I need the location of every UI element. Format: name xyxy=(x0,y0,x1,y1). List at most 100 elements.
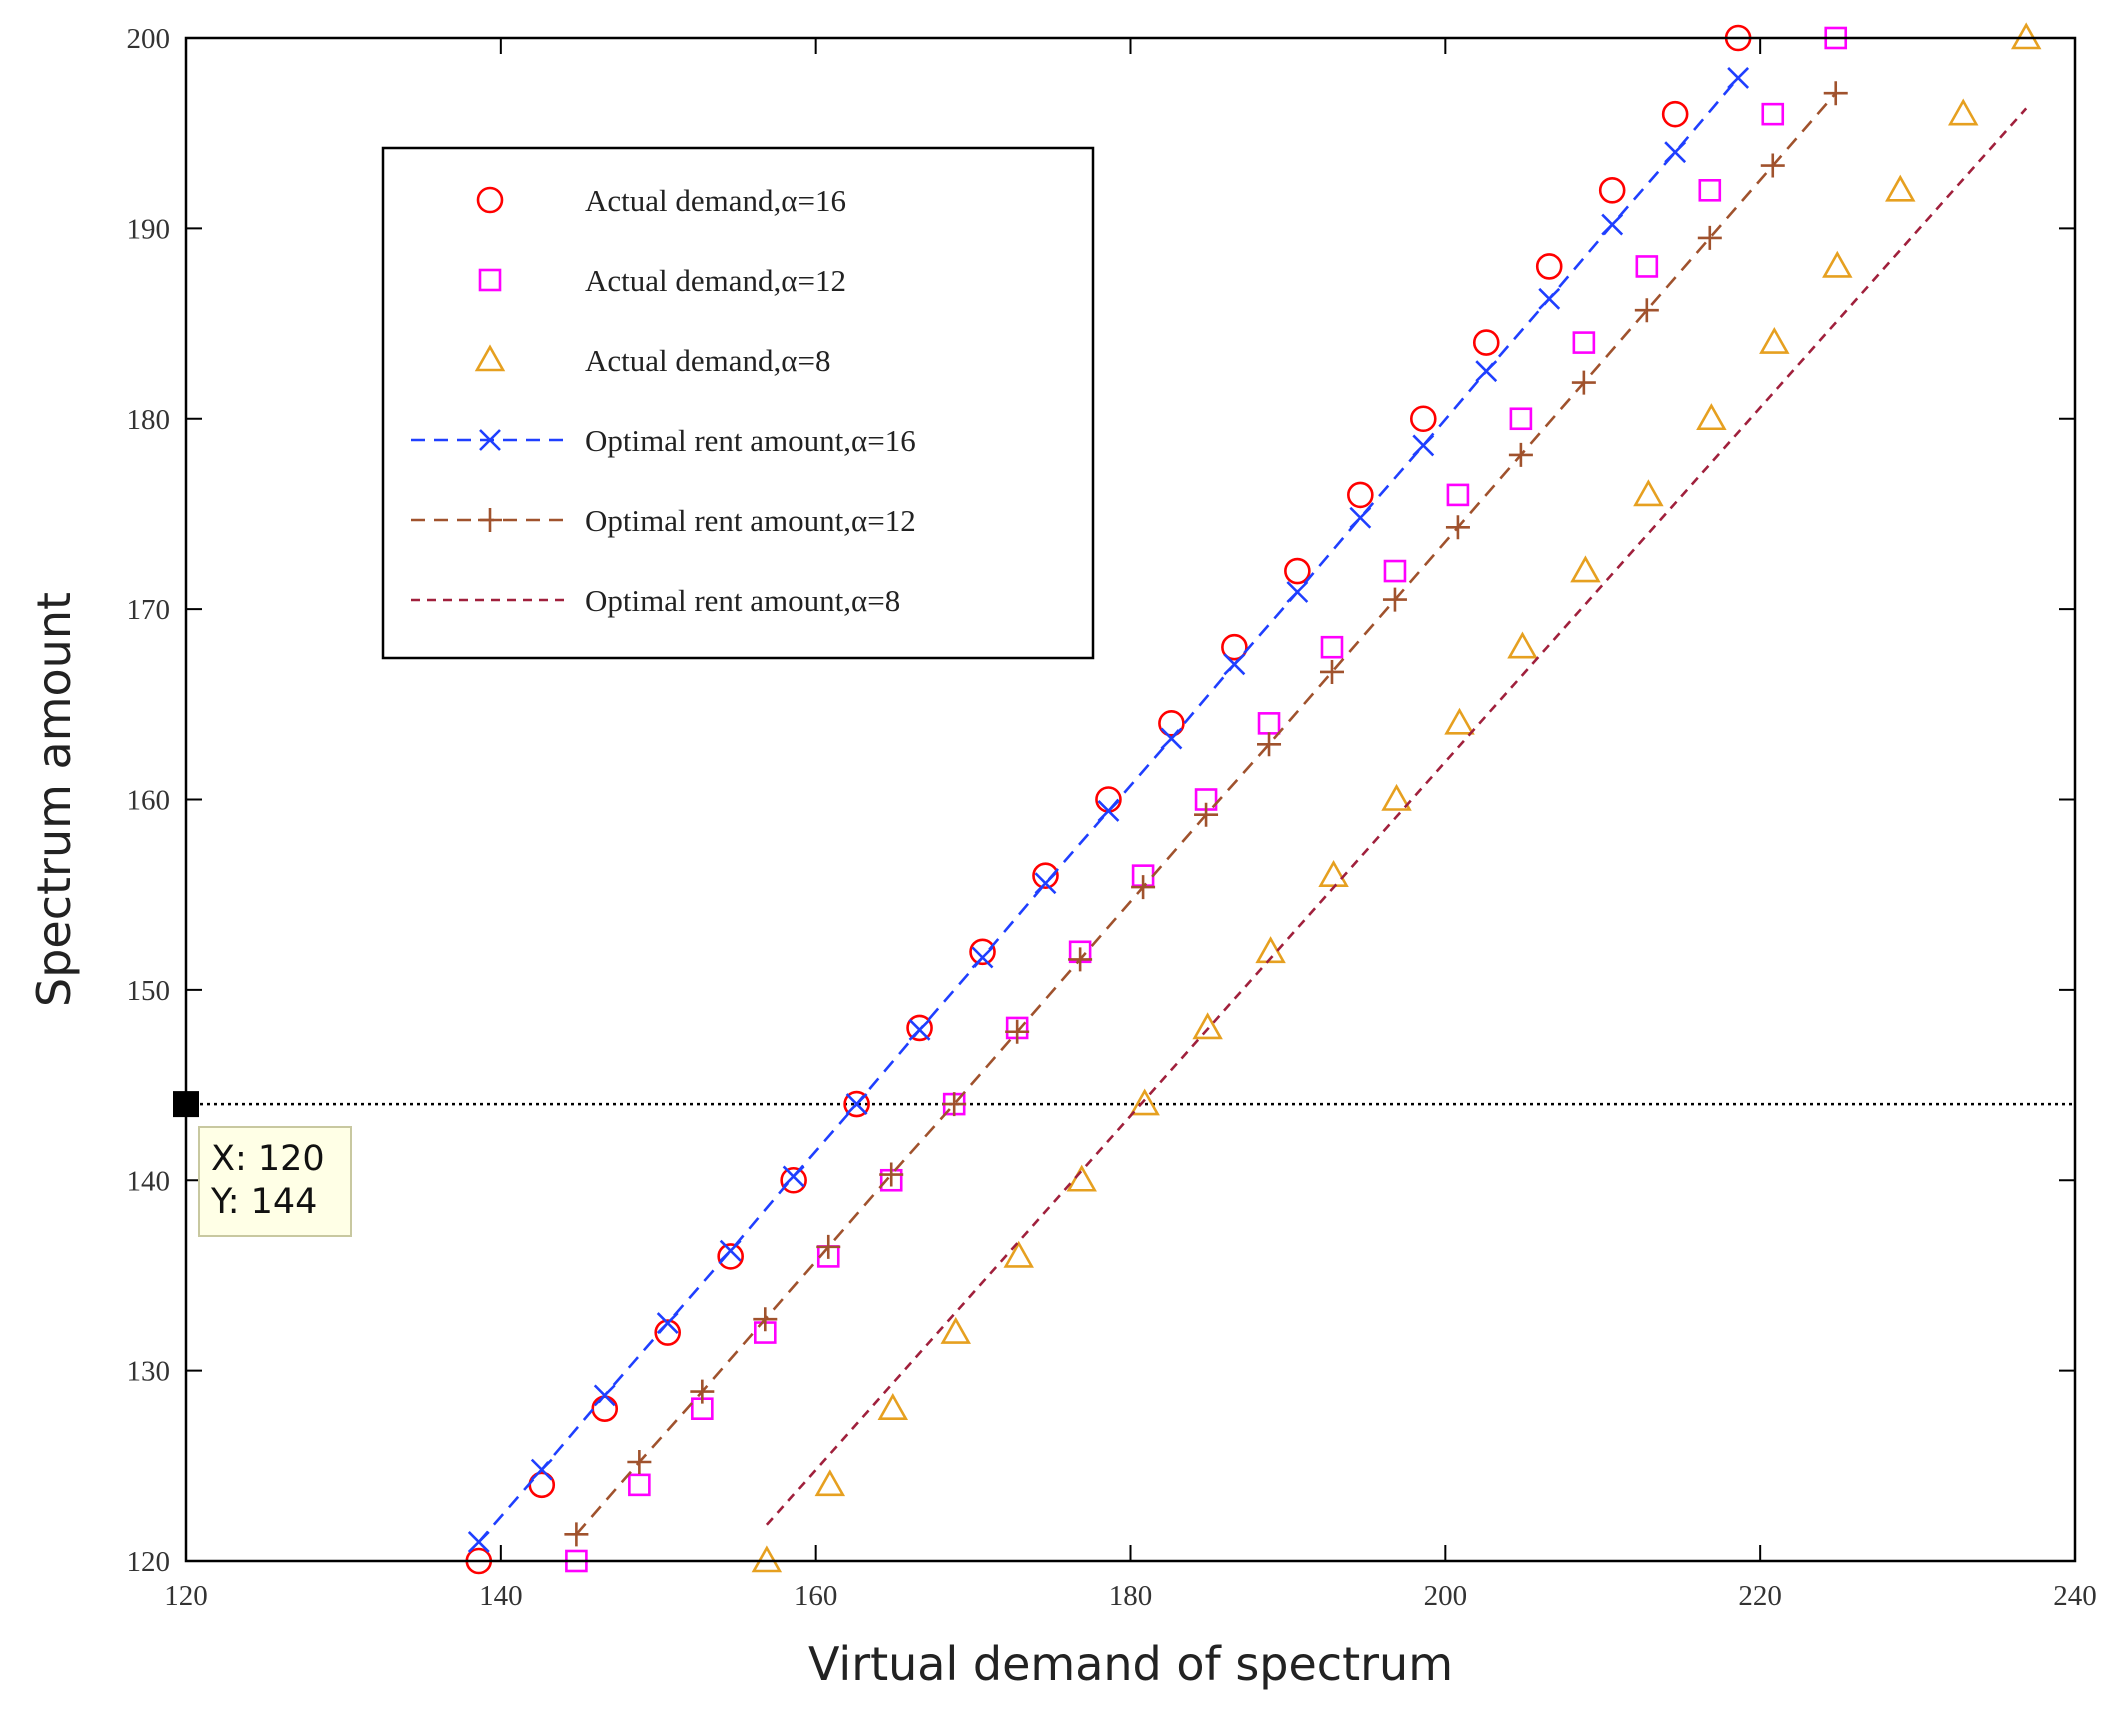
series-4-point xyxy=(1412,434,1435,457)
series-4-point xyxy=(1286,581,1309,603)
series-3-point xyxy=(1885,174,1916,202)
series-1-point xyxy=(906,1014,933,1042)
series-5-point xyxy=(1194,802,1219,827)
series-1-point xyxy=(1221,633,1248,661)
series-1-point xyxy=(654,1319,681,1346)
x-tick-label: 160 xyxy=(794,1580,838,1612)
x-tick-label: 140 xyxy=(479,1580,523,1612)
x-tick-label: 220 xyxy=(1738,1580,1782,1612)
series-4-point xyxy=(1160,727,1183,750)
series-5-point xyxy=(1760,153,1785,178)
series-2-point xyxy=(1761,102,1785,126)
series-4-point xyxy=(467,1531,490,1553)
series-2 xyxy=(565,26,1848,1573)
series-3-point xyxy=(1444,707,1475,735)
series-3-point xyxy=(1192,1012,1223,1040)
series-2-point xyxy=(1383,559,1407,583)
legend-item-5: Optimal rent amount,α=12 xyxy=(411,503,916,538)
series-6 xyxy=(765,107,2028,1526)
series-1-point xyxy=(843,1090,870,1118)
series-4-point xyxy=(1034,872,1057,895)
series-5-point xyxy=(1319,659,1344,684)
legend-label: Actual demand,α=16 xyxy=(585,183,846,218)
series-3-point xyxy=(1822,250,1853,278)
series-4-point xyxy=(1475,360,1498,383)
series-1-point xyxy=(1661,100,1689,128)
series-3-point xyxy=(1696,403,1727,431)
x-tick-label: 240 xyxy=(2053,1580,2097,1612)
legend-item-6: Optimal rent amount,α=8 xyxy=(411,583,900,618)
series-3-point xyxy=(1759,326,1790,354)
series-1-point xyxy=(717,1243,744,1270)
series-4-point xyxy=(1727,67,1750,89)
legend-label: Actual demand,α=12 xyxy=(585,263,846,298)
series-3-point xyxy=(814,1469,846,1497)
series-4-point xyxy=(971,946,994,969)
series-3-point xyxy=(1381,783,1412,811)
data-tip-y: Y: 144 xyxy=(210,1182,317,1222)
series-1-point xyxy=(1409,405,1437,433)
series-1-point xyxy=(780,1166,807,1194)
series-3-point xyxy=(1633,479,1664,507)
series-4-point xyxy=(719,1239,742,1262)
series-3-point xyxy=(877,1393,909,1420)
series-2-point xyxy=(1509,407,1533,431)
series-3-point xyxy=(1570,555,1601,583)
legend-label: Optimal rent amount,α=12 xyxy=(585,503,916,538)
data-tip-anchor xyxy=(173,1091,199,1118)
y-tick-label: 120 xyxy=(127,1546,171,1578)
legend-label: Optimal rent amount,α=8 xyxy=(585,583,900,618)
legend-swatch-marker xyxy=(478,268,502,292)
data-tip-box xyxy=(198,1126,352,1237)
series-3-point xyxy=(1507,631,1538,659)
series-4-point xyxy=(1664,141,1687,164)
series-5-point xyxy=(1445,515,1470,540)
legend-swatch-marker xyxy=(476,186,504,214)
legend-swatch-marker xyxy=(479,429,501,451)
series-3-point xyxy=(1129,1088,1160,1116)
legend-label: Optimal rent amount,α=16 xyxy=(585,423,916,458)
series-4-point xyxy=(1538,287,1561,310)
legend-box xyxy=(381,146,1095,660)
series-1-point xyxy=(1284,557,1311,585)
series-5-point xyxy=(1068,947,1093,972)
data-tip-x: X: 120 xyxy=(211,1139,325,1179)
series-1-point xyxy=(969,938,996,966)
series-1-point xyxy=(1032,862,1059,889)
series-5-point xyxy=(690,1379,715,1404)
legend-label: Actual demand,α=8 xyxy=(585,343,831,378)
series-4 xyxy=(467,67,1750,1553)
series-5-point xyxy=(564,1522,589,1547)
series-4-point xyxy=(845,1093,868,1116)
series-5-point xyxy=(627,1450,652,1475)
y-tick-label: 180 xyxy=(127,404,171,436)
series-4-point xyxy=(530,1458,553,1481)
legend-item-1: Actual demand,α=16 xyxy=(476,183,846,218)
series-4-point xyxy=(593,1384,616,1407)
y-tick-label: 150 xyxy=(127,975,171,1007)
series-2-point xyxy=(1320,635,1344,659)
x-tick-label: 200 xyxy=(1424,1580,1468,1612)
series-5-point xyxy=(1571,370,1596,395)
y-tick-label: 200 xyxy=(127,23,171,55)
series-5-point xyxy=(879,1162,904,1187)
series-3-point xyxy=(2010,22,2042,50)
series-2-point xyxy=(1572,331,1596,354)
y-axis-label: Spectrum amount xyxy=(27,592,81,1007)
y-tick-label: 170 xyxy=(127,594,171,626)
series-1-point xyxy=(1158,710,1185,737)
legend-item-4: Optimal rent amount,α=16 xyxy=(411,423,916,458)
series-4-point xyxy=(908,1018,931,1041)
series-6-line xyxy=(765,107,2028,1526)
y-tick-label: 190 xyxy=(127,213,171,245)
series-1-point xyxy=(1347,481,1374,509)
series-4-point xyxy=(1601,213,1624,236)
series-5-point xyxy=(1823,81,1848,106)
series-4-point xyxy=(1223,653,1246,676)
series-1-point xyxy=(1535,253,1563,280)
series-5-point xyxy=(942,1092,967,1117)
x-tick-label: 180 xyxy=(1109,1580,1153,1612)
series-1-point xyxy=(591,1395,619,1422)
legend-swatch-marker xyxy=(478,508,502,532)
series-4-point xyxy=(782,1165,805,1188)
